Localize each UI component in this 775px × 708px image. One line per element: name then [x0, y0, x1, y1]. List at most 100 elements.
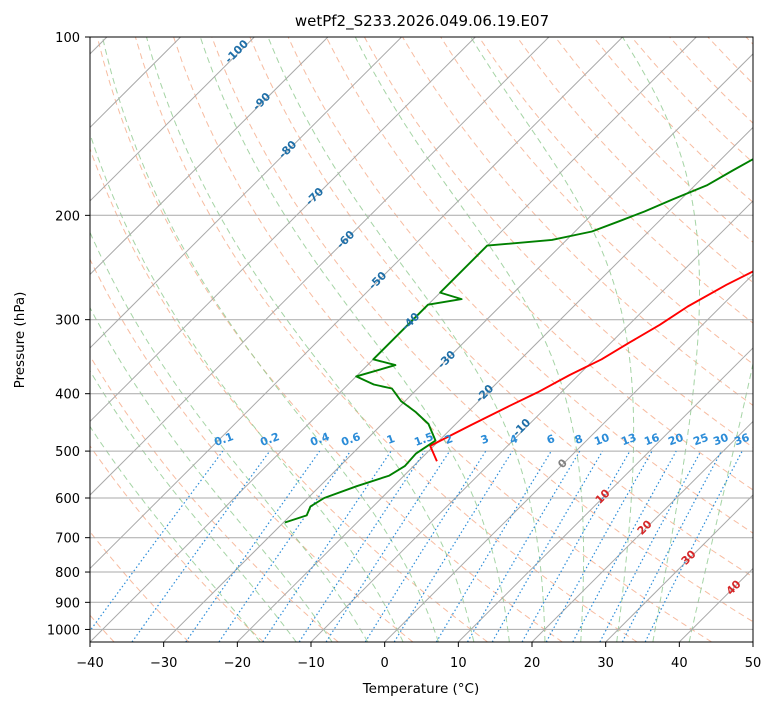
x-tick-label: 10	[450, 656, 467, 671]
mixing-ratio-label: 13	[619, 431, 638, 448]
mixing-ratio-line	[393, 450, 513, 642]
moist-adiabat	[622, 37, 700, 642]
dry-adiabat-label: -90	[250, 90, 273, 113]
moist-adiabat	[90, 369, 297, 642]
dry-adiabat	[134, 37, 638, 642]
isotherm	[90, 37, 550, 496]
chart-title: wetPf2_S233.2026.049.06.19.E07	[295, 12, 549, 31]
x-tick-label: 0	[381, 656, 389, 671]
moist-adiabat	[146, 37, 475, 642]
mixing-ratio-line	[435, 450, 552, 642]
isotherm	[531, 420, 753, 642]
moist-adiabat	[102, 37, 439, 642]
mixing-ratio-label: 1.5	[412, 430, 435, 449]
y-tick-label: 200	[55, 209, 80, 224]
dry-adiabat	[554, 37, 753, 243]
x-tick-label: 30	[597, 656, 614, 671]
isotherm	[384, 273, 753, 642]
mixing-ratio-label: 3	[479, 432, 491, 447]
mixing-ratio-line	[218, 450, 351, 642]
series-layer: -100-90-80-70-60-50-40-30-20-100.1 0.2 0.4…	[212, 37, 753, 598]
isotherm	[90, 37, 329, 276]
dry-adiabat	[516, 37, 753, 284]
x-tick-label: −10	[297, 656, 324, 671]
mixing-ratio-label: 6	[545, 432, 557, 447]
mixing-ratio-label: 0.6	[339, 430, 362, 449]
dry-adiabat	[90, 258, 414, 642]
moist-adiabat	[470, 37, 635, 642]
mixing-ratio-line	[131, 450, 271, 642]
isotherm	[90, 37, 402, 349]
dry-adiabat	[211, 37, 753, 623]
x-axis-label: Temperature (°C)	[362, 681, 480, 697]
mixing-ratio-line	[545, 450, 653, 642]
mixing-ratio-label: 0.1	[212, 430, 235, 449]
dry-adiabat	[96, 37, 563, 642]
mixing-ratio-line	[325, 450, 451, 642]
moist-adiabat-label: 10	[593, 486, 613, 506]
x-tick-label: 40	[671, 656, 688, 671]
y-tick-label: 400	[55, 388, 80, 403]
y-tick-label: 300	[55, 314, 80, 329]
mixing-ratio-line	[298, 450, 426, 642]
dry-adiabat	[173, 37, 712, 642]
temperature-line	[429, 270, 753, 462]
y-tick-label: 900	[55, 596, 80, 611]
moist-adiabat-label: 30	[679, 547, 699, 567]
tick-layer: −40 −30 −20 −10 0 10 20 30 40 5010020030040050060…	[47, 31, 761, 671]
grid-layer	[90, 37, 753, 642]
mixing-ratio-line	[185, 450, 321, 642]
mixing-ratio-label: 0.4	[308, 430, 331, 449]
dry-adiabat	[707, 37, 753, 85]
dry-adiabat-label: -50	[366, 269, 389, 292]
mixing-ratio-label: 8	[573, 432, 585, 447]
moist-adiabat	[267, 37, 546, 642]
dry-adiabat-label: -20	[473, 382, 496, 405]
dewpoint-line	[284, 158, 753, 524]
isotherm	[457, 347, 753, 642]
isotherm	[90, 37, 623, 570]
x-tick-label: 20	[524, 656, 541, 671]
y-tick-label: 100	[55, 31, 80, 46]
moist-adiabat	[90, 306, 333, 642]
dry-adiabat	[287, 37, 753, 534]
dry-adiabat-label: -100	[222, 37, 251, 66]
dry-adiabat	[90, 355, 339, 642]
moist-adiabat	[354, 37, 585, 642]
mixing-ratio-line	[262, 450, 392, 642]
mixing-ratio-label: 2	[443, 432, 455, 447]
mixing-ratio-line	[572, 450, 677, 642]
mixing-ratio-label: 36	[732, 431, 751, 449]
isotherm	[163, 53, 753, 642]
y-axis-label: Pressure (hPa)	[12, 292, 28, 389]
moist-adiabat	[90, 425, 261, 642]
dry-adiabat	[249, 37, 753, 578]
dry-adiabat	[90, 445, 264, 642]
mixing-ratio-label: 1	[385, 432, 397, 447]
mixing-ratio-label: 4	[508, 432, 520, 447]
y-tick-label: 1000	[47, 623, 80, 638]
dry-adiabat	[592, 37, 753, 203]
moist-adiabat	[199, 37, 510, 642]
dry-adiabat	[90, 530, 190, 642]
moist-adiabat-label: 0	[555, 456, 570, 471]
y-tick-label: 500	[55, 445, 80, 460]
x-tick-label: 50	[745, 656, 762, 671]
mixing-ratio-label: 20	[666, 431, 685, 449]
y-tick-label: 800	[55, 566, 80, 581]
dry-adiabat	[745, 37, 753, 45]
x-tick-label: −20	[224, 656, 251, 671]
mixing-ratio-line	[364, 450, 487, 642]
moist-adiabat-label: 20	[635, 517, 655, 537]
isotherm	[678, 567, 753, 642]
plot-frame	[89, 36, 754, 643]
isotherm	[90, 37, 476, 423]
dry-adiabat	[325, 37, 753, 491]
x-tick-label: −40	[76, 656, 103, 671]
mixing-ratio-label: 25	[691, 431, 710, 448]
mixing-ratio-label: 0.2	[258, 430, 281, 449]
mixing-ratio-line	[521, 450, 631, 642]
dry-adiabat	[90, 147, 488, 642]
y-tick-label: 600	[55, 492, 80, 507]
